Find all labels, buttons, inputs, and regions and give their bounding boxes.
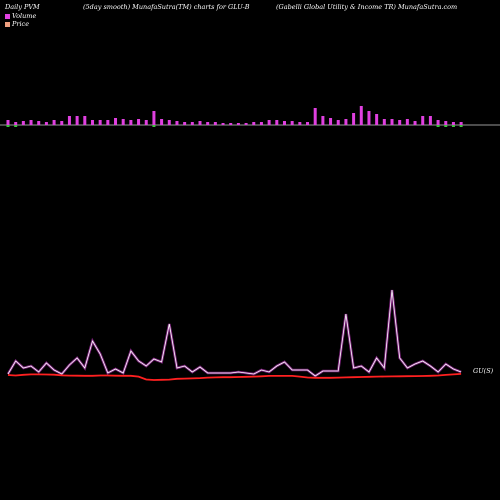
volume-bar-down bbox=[444, 125, 448, 127]
volume-bar bbox=[444, 121, 448, 125]
volume-bar bbox=[421, 116, 425, 125]
volume-bar bbox=[329, 118, 333, 125]
volume-bar bbox=[67, 116, 71, 125]
chart-title-right: (Gabelli Global Utility & Income TR) Mun… bbox=[276, 3, 458, 11]
volume-bar bbox=[290, 121, 294, 125]
volume-bar bbox=[213, 122, 217, 125]
volume-bar bbox=[229, 123, 233, 125]
legend-volume-label: Volume bbox=[12, 12, 37, 20]
volume-bar bbox=[306, 122, 310, 125]
volume-bar bbox=[60, 121, 64, 125]
volume-bar bbox=[375, 114, 379, 125]
volume-bar bbox=[175, 121, 179, 125]
volume-bar bbox=[83, 116, 87, 125]
legend-price-label: Price bbox=[12, 20, 30, 28]
volume-bar-down bbox=[14, 125, 18, 127]
volume-bar bbox=[29, 120, 33, 125]
volume-bar bbox=[459, 122, 463, 125]
volume-bar bbox=[90, 120, 94, 125]
price-line bbox=[7, 373, 462, 381]
volume-bar bbox=[114, 118, 118, 125]
volume-bar bbox=[144, 120, 148, 125]
volume-bar bbox=[252, 122, 256, 125]
volume-bar-down bbox=[436, 125, 440, 127]
volume-bars bbox=[6, 106, 463, 127]
volume-bar bbox=[129, 120, 133, 125]
volume-bar bbox=[121, 119, 125, 125]
volume-bar bbox=[390, 119, 394, 125]
volume-bar-down bbox=[451, 125, 455, 127]
volume-bar bbox=[98, 120, 102, 125]
volume-bar bbox=[14, 122, 18, 125]
volume-bar bbox=[183, 122, 187, 125]
volume-bar-down bbox=[459, 125, 463, 127]
end-label: GU(S) bbox=[473, 367, 494, 375]
volume-bar bbox=[367, 111, 371, 125]
volume-bar bbox=[275, 120, 279, 125]
volume-bar bbox=[37, 121, 41, 125]
legend-price-swatch bbox=[5, 21, 10, 27]
volume-bar bbox=[152, 111, 156, 125]
volume-bar-down bbox=[152, 125, 156, 127]
volume-bar bbox=[52, 120, 56, 125]
volume-bar bbox=[336, 120, 340, 125]
volume-bar bbox=[44, 122, 48, 125]
volume-bar bbox=[344, 119, 348, 125]
volume-bar bbox=[259, 122, 263, 125]
volume-bar bbox=[359, 106, 363, 125]
volume-bar bbox=[428, 116, 432, 125]
volume-bar bbox=[352, 113, 356, 125]
volume-bar bbox=[75, 116, 79, 125]
volume-bar bbox=[313, 108, 317, 125]
volume-bar bbox=[267, 120, 271, 125]
legend-volume: Volume bbox=[5, 12, 36, 20]
volume-bar bbox=[244, 123, 248, 125]
volume-line bbox=[7, 289, 462, 377]
volume-bar-down bbox=[6, 125, 10, 127]
volume-bar bbox=[382, 119, 386, 125]
volume-bar bbox=[298, 122, 302, 125]
chart-title-left: Daily PVM bbox=[5, 3, 40, 11]
legend-price: Price bbox=[5, 20, 29, 28]
volume-bar bbox=[321, 116, 325, 125]
volume-bar bbox=[236, 123, 240, 125]
chart-title-center: (5day smooth) MunafaSutra(TM) charts for… bbox=[83, 3, 250, 11]
volume-bar bbox=[206, 122, 210, 125]
volume-bar bbox=[436, 120, 440, 125]
volume-bar bbox=[405, 119, 409, 125]
volume-bar bbox=[190, 122, 194, 125]
volume-bar bbox=[221, 123, 225, 125]
volume-bar bbox=[167, 120, 171, 125]
volume-bar bbox=[106, 120, 110, 125]
volume-bar bbox=[413, 121, 417, 125]
legend-volume-swatch bbox=[5, 13, 10, 19]
volume-bar bbox=[21, 121, 25, 125]
volume-bar bbox=[6, 120, 10, 125]
volume-bar bbox=[398, 120, 402, 125]
volume-bar bbox=[198, 121, 202, 125]
volume-bar bbox=[451, 122, 455, 125]
volume-bar bbox=[137, 119, 141, 125]
volume-bar bbox=[282, 121, 286, 125]
volume-bar bbox=[160, 119, 164, 125]
